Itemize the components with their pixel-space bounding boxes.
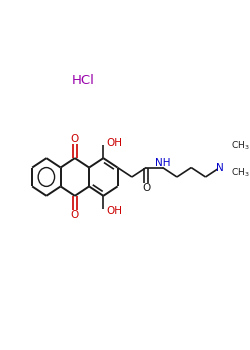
Text: N: N xyxy=(216,162,224,173)
Text: CH$_3$: CH$_3$ xyxy=(232,167,250,180)
Text: NH: NH xyxy=(155,158,170,168)
Text: OH: OH xyxy=(106,138,122,148)
Text: OH: OH xyxy=(106,206,122,216)
Text: O: O xyxy=(71,134,79,144)
Text: CH$_3$: CH$_3$ xyxy=(232,140,250,152)
Text: O: O xyxy=(142,183,150,193)
Text: O: O xyxy=(71,210,79,220)
Text: HCl: HCl xyxy=(72,74,95,87)
